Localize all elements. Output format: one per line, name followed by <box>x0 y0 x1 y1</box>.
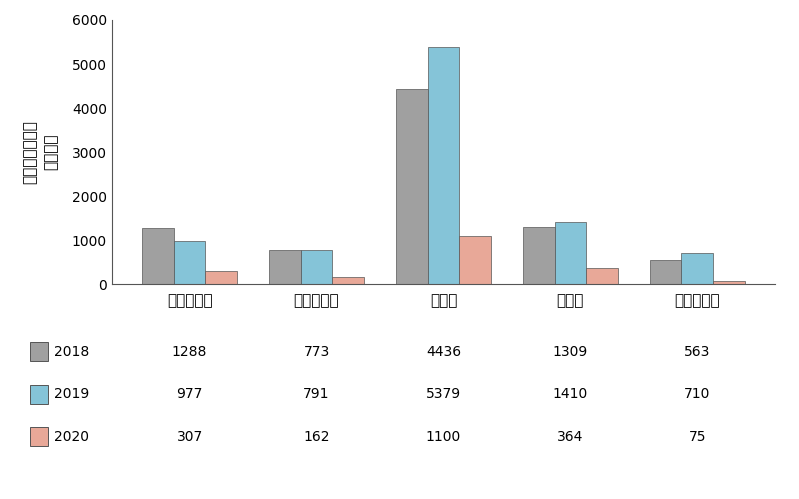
Text: 710: 710 <box>684 387 710 401</box>
Bar <box>523 227 555 284</box>
Bar <box>332 277 364 284</box>
Text: 2018: 2018 <box>54 345 89 359</box>
Bar <box>714 281 745 284</box>
Text: 2019: 2019 <box>54 387 89 401</box>
Bar <box>555 222 586 284</box>
Text: 307: 307 <box>177 430 203 444</box>
Bar <box>459 236 491 284</box>
Text: 1410: 1410 <box>553 387 588 401</box>
Text: 1288: 1288 <box>172 345 207 359</box>
Text: 773: 773 <box>304 345 330 359</box>
Text: 2020: 2020 <box>54 430 89 444</box>
Bar <box>650 259 682 284</box>
Bar <box>173 242 205 284</box>
Y-axis label: 小児救急外来の
受診者数: 小児救急外来の 受診者数 <box>22 120 58 184</box>
Text: 1309: 1309 <box>553 345 588 359</box>
Bar <box>205 271 237 284</box>
Text: 4436: 4436 <box>426 345 461 359</box>
Bar <box>427 47 459 284</box>
Bar <box>396 89 427 284</box>
Bar <box>269 250 300 284</box>
Text: 977: 977 <box>177 387 203 401</box>
Bar <box>300 250 332 284</box>
Text: 1100: 1100 <box>426 430 461 444</box>
Bar <box>682 253 714 284</box>
Text: 364: 364 <box>557 430 583 444</box>
Text: 563: 563 <box>684 345 710 359</box>
Bar <box>142 228 173 284</box>
Bar <box>586 268 618 284</box>
Text: 75: 75 <box>689 430 706 444</box>
Text: 5379: 5379 <box>426 387 461 401</box>
Text: 791: 791 <box>304 387 330 401</box>
Text: 162: 162 <box>304 430 330 444</box>
